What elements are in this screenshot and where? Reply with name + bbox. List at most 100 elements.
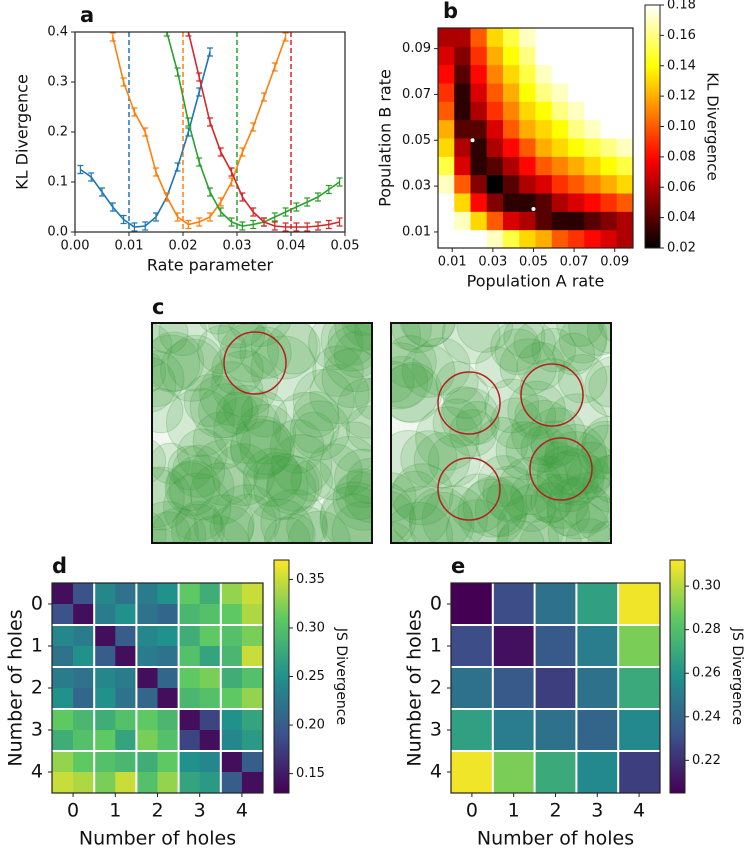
- receptive-field: [152, 528, 183, 543]
- receptive-field: [269, 419, 325, 474]
- error-bar: [207, 187, 213, 197]
- plot-area: [77, 32, 343, 232]
- heatmap-cell: [503, 174, 520, 194]
- receptive-field: [152, 466, 193, 531]
- panel-label: d: [52, 554, 67, 578]
- x-tick-label: 0.01: [115, 239, 144, 254]
- receptive-field: [432, 398, 482, 448]
- error-bar: [163, 192, 170, 202]
- receptive-field: [212, 484, 281, 543]
- receptive-field: [531, 327, 576, 373]
- matrix-cell: [220, 751, 243, 773]
- colorbar-label: JS Divergence: [333, 627, 349, 725]
- x-tick-label: 0: [67, 800, 79, 822]
- heatmap-cell: [551, 28, 569, 47]
- error-bar: [120, 77, 127, 87]
- heatmap-cell: [470, 101, 488, 121]
- error-bar: [196, 157, 203, 167]
- y-tick-label: 0.09: [402, 41, 431, 56]
- receptive-field: [597, 323, 611, 343]
- receptive-field: [391, 529, 406, 543]
- heatmap-cell: [486, 174, 504, 194]
- heatmap-cell: [438, 174, 455, 194]
- matrix-cell: [220, 730, 243, 752]
- matrix-cell: [220, 688, 243, 710]
- receptive-field: [198, 383, 253, 439]
- receptive-field: [152, 507, 207, 543]
- heatmap-cell: [551, 119, 569, 139]
- matrix-cell: [241, 751, 264, 773]
- heatmap-cell: [600, 119, 618, 139]
- matrix-cell: [451, 709, 494, 752]
- receptive-field: [540, 323, 608, 372]
- receptive-field: [494, 328, 542, 376]
- matrix-cell: [451, 751, 494, 794]
- receptive-field: [342, 323, 372, 336]
- heatmap-cell: [470, 211, 488, 231]
- matrix-cell: [199, 625, 222, 647]
- heatmap-cell: [568, 101, 585, 121]
- heatmap-cell: [535, 119, 553, 139]
- matrix-cell: [157, 625, 179, 647]
- heatmap-cell: [551, 64, 569, 84]
- heatmap-cell: [438, 64, 455, 84]
- receptive-field: [164, 460, 221, 517]
- plot-frame: [437, 27, 634, 249]
- colorbar-tick-label: 0.04: [667, 210, 696, 225]
- heatmap-cell: [454, 83, 471, 102]
- heatmap-cell: [503, 101, 520, 121]
- matrix-cell: [115, 751, 137, 773]
- matrix-cell: [241, 646, 264, 668]
- heatmap-cell: [486, 46, 504, 66]
- heatmap-cell: [584, 64, 601, 84]
- error-bar: [271, 221, 278, 231]
- receptive-field: [505, 422, 559, 476]
- matrix-cell: [52, 583, 74, 605]
- heatmap-cell: [486, 229, 504, 249]
- receptive-field: [503, 323, 546, 359]
- error-bar: [196, 217, 203, 227]
- matrix-cell: [73, 709, 95, 731]
- matrix-cell: [157, 604, 179, 626]
- matrix-cell: [94, 751, 116, 773]
- matrix-cell: [199, 772, 222, 794]
- heatmap-cell: [551, 101, 569, 121]
- receptive-field: [152, 352, 167, 393]
- receptive-field: [499, 338, 557, 396]
- receptive-field: [448, 473, 509, 533]
- y-tick-label: 0.2: [47, 125, 68, 140]
- receptive-field: [207, 323, 268, 349]
- matrix-cell: [52, 688, 74, 710]
- receptive-field: [230, 415, 293, 479]
- receptive-field: [391, 362, 443, 424]
- receptive-field: [412, 337, 471, 396]
- receptive-field: [152, 331, 205, 392]
- matrix-cell: [241, 625, 264, 647]
- matrix-cell: [178, 688, 200, 710]
- matrix-cell: [534, 667, 577, 710]
- error-bar: [109, 32, 116, 42]
- error-bar: [239, 192, 246, 202]
- matrix-cell: [115, 583, 137, 605]
- matrix-cell: [136, 709, 158, 731]
- heatmap-cell: [600, 156, 618, 176]
- illustration: [151, 322, 612, 544]
- matrix-cell: [220, 583, 243, 605]
- receptive-field: [391, 501, 454, 543]
- colorbar-tick-label: 0.18: [667, 0, 696, 13]
- heatmap-cell: [503, 229, 520, 249]
- heatmap-cell: [486, 138, 504, 157]
- series-line: [112, 36, 287, 226]
- receptive-field: [474, 484, 528, 537]
- heatmap-cell: [454, 229, 471, 249]
- heatmap-cell: [600, 138, 618, 157]
- y-tick-label: 2: [31, 677, 43, 699]
- receptive-field: [536, 450, 599, 513]
- matrix-cell: [178, 709, 200, 731]
- receptive-field: [354, 323, 372, 356]
- x-axis-label: Number of holes: [477, 828, 634, 850]
- receptive-field: [166, 461, 216, 512]
- matrix-cell: [157, 730, 179, 752]
- heatmap-cell: [584, 174, 601, 194]
- x-tick-label: 1: [109, 800, 121, 822]
